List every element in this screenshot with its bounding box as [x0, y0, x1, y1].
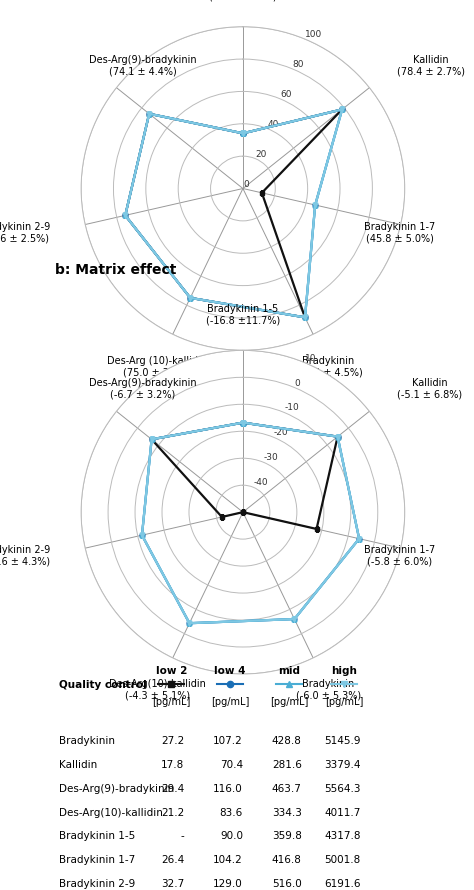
- Text: Des-Arg(9)-bradykinin: Des-Arg(9)-bradykinin: [59, 784, 174, 794]
- Text: 416.8: 416.8: [272, 855, 301, 865]
- Text: 5001.8: 5001.8: [324, 855, 360, 865]
- Text: mid: mid: [278, 666, 300, 676]
- Text: 90.0: 90.0: [220, 831, 243, 841]
- Text: Kallidin: Kallidin: [59, 760, 98, 770]
- Text: 3379.4: 3379.4: [324, 760, 360, 770]
- Text: Bradykinin 2-9
(-11.6 ± 4.3%): Bradykinin 2-9 (-11.6 ± 4.3%): [0, 546, 50, 567]
- Text: Bradykinin
(88.4 ± 4.5%): Bradykinin (88.4 ± 4.5%): [295, 356, 363, 377]
- Text: Quality control: Quality control: [59, 680, 147, 690]
- Text: Bradykinin 2-9
(74.6 ± 2.5%): Bradykinin 2-9 (74.6 ± 2.5%): [0, 222, 50, 243]
- Text: Bradykinin: Bradykinin: [59, 736, 115, 746]
- Text: Des-Arg(10)-kallidin
(-4.3 ± 5.1%): Des-Arg(10)-kallidin (-4.3 ± 5.1%): [109, 679, 206, 700]
- Text: Bradykinin 1-7
(45.8 ± 5.0%): Bradykinin 1-7 (45.8 ± 5.0%): [364, 222, 436, 243]
- Text: Bradykinin 1-7: Bradykinin 1-7: [59, 855, 136, 865]
- Text: Des-Arg (10)-kallidin
(75.0 ± 3.1%): Des-Arg (10)-kallidin (75.0 ± 3.1%): [107, 356, 207, 377]
- Text: 334.3: 334.3: [272, 807, 301, 818]
- Text: Kallidin
(78.4 ± 2.7%): Kallidin (78.4 ± 2.7%): [397, 54, 465, 77]
- Text: low 2: low 2: [155, 666, 187, 676]
- Text: Kallidin
(-5.1 ± 6.8%): Kallidin (-5.1 ± 6.8%): [397, 378, 463, 400]
- Text: 281.6: 281.6: [272, 760, 301, 770]
- Text: 29.4: 29.4: [161, 784, 184, 794]
- Text: 129.0: 129.0: [213, 879, 243, 889]
- Text: 116.0: 116.0: [213, 784, 243, 794]
- Text: Des-Arg(9)-bradykinin
(74.1 ± 4.4%): Des-Arg(9)-bradykinin (74.1 ± 4.4%): [89, 54, 196, 77]
- Text: Bradykinin 1-5
(34.1 ± 1.4%): Bradykinin 1-5 (34.1 ± 1.4%): [207, 0, 279, 2]
- Text: 21.2: 21.2: [161, 807, 184, 818]
- Text: 4317.8: 4317.8: [324, 831, 360, 841]
- Text: Des-Arg(10)-kallidin: Des-Arg(10)-kallidin: [59, 807, 163, 818]
- Text: Bradykinin 1-5: Bradykinin 1-5: [59, 831, 136, 841]
- Text: 17.8: 17.8: [161, 760, 184, 770]
- Text: -: -: [181, 831, 184, 841]
- Text: [pg/mL]: [pg/mL]: [152, 697, 191, 707]
- Text: Bradykinin
(-6.0 ± 5.3%): Bradykinin (-6.0 ± 5.3%): [296, 679, 361, 700]
- Text: 83.6: 83.6: [219, 807, 243, 818]
- Text: 26.4: 26.4: [161, 855, 184, 865]
- Text: 4011.7: 4011.7: [324, 807, 360, 818]
- Text: [pg/mL]: [pg/mL]: [270, 697, 308, 707]
- Text: 6191.6: 6191.6: [324, 879, 360, 889]
- Text: 104.2: 104.2: [213, 855, 243, 865]
- Text: high: high: [331, 666, 357, 676]
- Text: [pg/mL]: [pg/mL]: [325, 697, 363, 707]
- Text: Bradykinin 1-5
(-16.8 ±11.7%): Bradykinin 1-5 (-16.8 ±11.7%): [206, 304, 280, 326]
- Text: b: Matrix effect: b: Matrix effect: [55, 263, 177, 277]
- Text: [pg/mL]: [pg/mL]: [211, 697, 249, 707]
- Text: 516.0: 516.0: [272, 879, 301, 889]
- Text: 5145.9: 5145.9: [324, 736, 360, 746]
- Text: low 4: low 4: [214, 666, 246, 676]
- Text: 27.2: 27.2: [161, 736, 184, 746]
- Text: Bradykinin 1-7
(-5.8 ± 6.0%): Bradykinin 1-7 (-5.8 ± 6.0%): [364, 546, 436, 567]
- Text: 463.7: 463.7: [272, 784, 301, 794]
- Text: 428.8: 428.8: [272, 736, 301, 746]
- Text: 359.8: 359.8: [272, 831, 301, 841]
- Text: Des-Arg(9)-bradykinin
(-6.7 ± 3.2%): Des-Arg(9)-bradykinin (-6.7 ± 3.2%): [89, 378, 196, 400]
- Text: 32.7: 32.7: [161, 879, 184, 889]
- Text: Bradykinin 2-9: Bradykinin 2-9: [59, 879, 136, 889]
- Text: 5564.3: 5564.3: [324, 784, 360, 794]
- Text: 107.2: 107.2: [213, 736, 243, 746]
- Text: 70.4: 70.4: [220, 760, 243, 770]
